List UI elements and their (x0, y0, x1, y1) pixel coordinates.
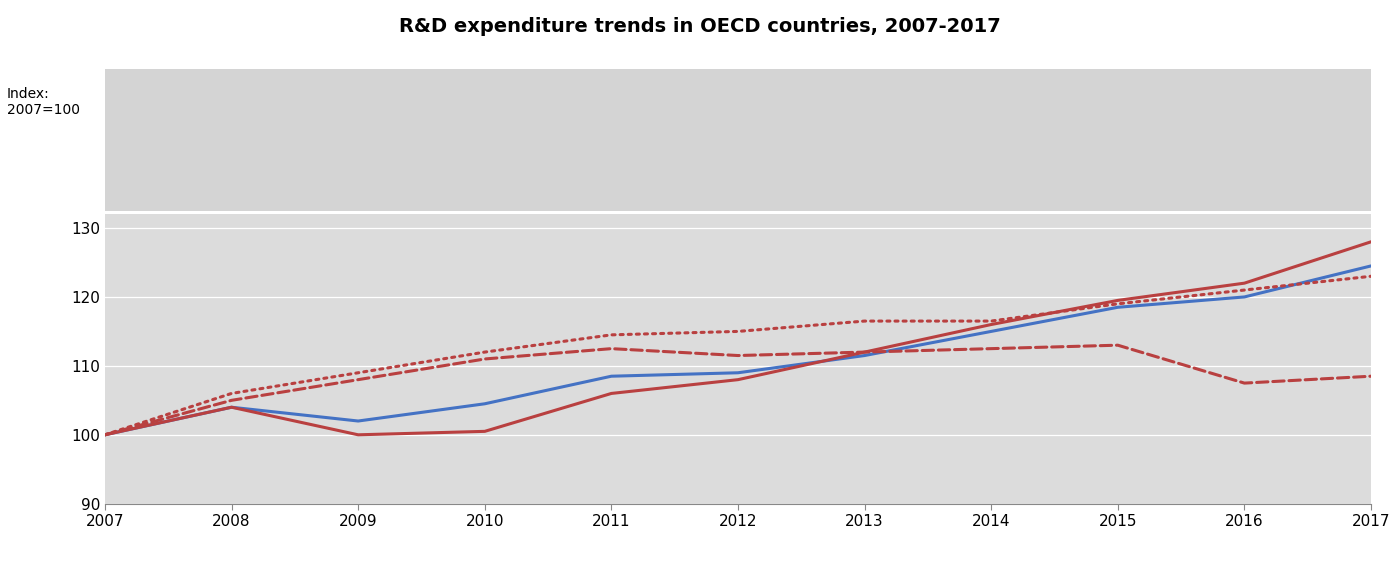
Text: Index:
2007=100: Index: 2007=100 (7, 87, 80, 117)
Legend: Total OECD R&D expenditure, Business Enterprise, Higher Education, Government: Total OECD R&D expenditure, Business Ent… (112, 139, 637, 201)
Text: R&D expenditure trends in OECD countries, 2007-2017: R&D expenditure trends in OECD countries… (399, 17, 1000, 36)
